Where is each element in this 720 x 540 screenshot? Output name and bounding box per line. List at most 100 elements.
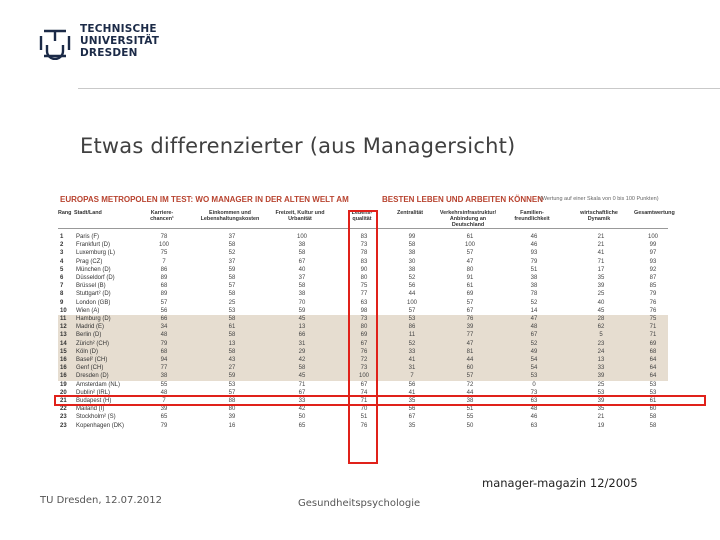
table-cell: 51: [360, 414, 368, 421]
table-cell: 71: [597, 258, 605, 265]
table-cell: 78: [360, 250, 368, 257]
table-cell: 52: [408, 275, 416, 281]
table-cell: 67: [466, 307, 474, 314]
table-cell: 37: [228, 234, 236, 240]
column-header: Gesamtwertung: [634, 210, 675, 216]
table-cell: 2: [60, 242, 64, 249]
table-cell: 33: [408, 348, 416, 355]
table-row: 9 London (GB) 57 25 70 63 100 57 52 40 76: [58, 299, 668, 307]
table-cell: 83: [360, 234, 368, 240]
table-cell: 58: [228, 275, 236, 281]
table-cell: 83: [360, 258, 368, 265]
table-cell: 77: [360, 291, 368, 298]
table-cell: 60: [649, 406, 657, 413]
table-cell: 58: [228, 242, 236, 249]
table-cell: 39: [160, 406, 168, 413]
table-cell: 13: [228, 340, 236, 347]
table-cell: 73: [530, 389, 538, 396]
table-row: 12 Madrid (E) 34 61 13 80 86 39 48 62 71: [58, 323, 668, 332]
table-cell: 5: [60, 266, 64, 273]
table-cell: 58: [298, 283, 306, 290]
table-header-rule: [58, 228, 668, 229]
table-cell: 67: [408, 414, 416, 421]
table-cell: 39: [597, 283, 605, 290]
table-cell: 100: [358, 373, 369, 380]
table-row: 11 Hamburg (D) 66 58 45 73 53 76 47 28 75: [58, 315, 668, 324]
quality-column-highlight: [348, 210, 378, 464]
table-cell: 100: [647, 234, 658, 240]
table-cell: 73: [360, 242, 368, 249]
table-cell: 16: [60, 365, 67, 372]
column-header: Verkehrsinfrastruktur/ Anbindung an Deut…: [439, 210, 497, 229]
table-cell: 31: [298, 340, 306, 347]
table-cell: 41: [408, 357, 416, 363]
table-cell: 100: [296, 234, 307, 240]
table-cell: 42: [298, 406, 306, 413]
table-cell: 38: [466, 398, 474, 404]
table-cell: 37: [228, 258, 236, 265]
footer-date: TU Dresden, 12.07.2012: [40, 495, 163, 506]
table-cell: 53: [597, 389, 605, 396]
table-cell: 41: [408, 389, 416, 396]
table-cell: 40: [597, 299, 605, 306]
table-cell: 53: [228, 307, 236, 314]
table-cell: 25: [228, 299, 236, 306]
tu-dresden-emblem-icon: [39, 29, 71, 60]
slide-title: Etwas differenzierter (aus Managersicht): [80, 134, 516, 158]
table-cell: 57: [466, 299, 474, 306]
table-cell: 77: [160, 365, 168, 372]
table-row: 2 Frankfurt (D) 100 58 38 73 58 100 46 21 99: [58, 241, 668, 249]
header-divider: [78, 88, 720, 89]
column-header: Familien-freundlichkeit: [514, 210, 550, 223]
table-cell: 19: [597, 422, 605, 429]
table-cell: 25: [597, 381, 605, 388]
table-cell: 65: [298, 422, 306, 429]
table-cell: 79: [160, 340, 168, 347]
city-cell: Stockholm² (S): [76, 414, 116, 421]
table-row: 14 Zürich² (CH) 79 13 31 67 52 47 52 23 69: [58, 339, 668, 348]
table-row: 13 Berlin (D) 48 58 66 69 11 77 67 5 71: [58, 331, 668, 340]
table-cell: 38: [298, 242, 306, 249]
table-cell: 52: [530, 340, 538, 347]
table-cell: 48: [160, 332, 168, 339]
table-cell: 59: [228, 373, 236, 380]
table-cell: 71: [649, 324, 657, 331]
table-row: 5 München (D) 86 59 40 90 38 80 51 17 92: [58, 266, 668, 274]
table-cell: 80: [360, 275, 368, 281]
table-cell: 61: [466, 283, 474, 290]
table-cell: 21: [597, 234, 605, 240]
table-cell: 16: [228, 422, 236, 429]
table-cell: 79: [160, 422, 168, 429]
table-title-right: BESTEN LEBEN UND ARBEITEN KÖNNEN: [382, 195, 544, 204]
table-cell: 68: [160, 348, 168, 355]
table-cell: 58: [408, 242, 416, 249]
table-cell: 73: [360, 316, 368, 322]
table-cell: 51: [530, 266, 538, 273]
city-cell: Brüssel (B): [76, 283, 106, 290]
table-cell: 39: [597, 373, 605, 380]
table-cell: 74: [360, 389, 368, 396]
table-cell: 21: [597, 414, 605, 421]
table-row: 21 Budapest (H) 7 88 33 71 35 38 63 39 61: [58, 397, 668, 405]
table-cell: 76: [649, 307, 657, 314]
column-header: Stadt/Land: [74, 210, 102, 216]
source-citation: manager-magazin 12/2005: [482, 476, 638, 490]
city-cell: Hamburg (D): [76, 316, 111, 322]
city-cell: Zürich² (CH): [76, 340, 109, 347]
city-cell: Budapest (H): [76, 398, 112, 404]
table-cell: 73: [360, 365, 368, 372]
table-cell: 16: [60, 373, 67, 380]
dresden-row-highlight: [54, 395, 706, 406]
table-cell: 69: [649, 340, 657, 347]
table-cell: 21: [597, 242, 605, 249]
table-cell: 43: [228, 357, 236, 363]
table-cell: 53: [530, 373, 538, 380]
table-cell: 16: [60, 357, 67, 363]
column-header: Karriere-chancen¹: [150, 210, 174, 223]
table-cell: 63: [360, 299, 368, 306]
table-cell: 49: [530, 348, 538, 355]
column-header: Rang: [58, 210, 72, 216]
table-cell: 47: [466, 340, 474, 347]
table-cell: 19: [60, 381, 67, 388]
table-row: 23 Kopenhagen (DK) 79 16 65 76 35 50 63 19 58: [58, 422, 668, 430]
